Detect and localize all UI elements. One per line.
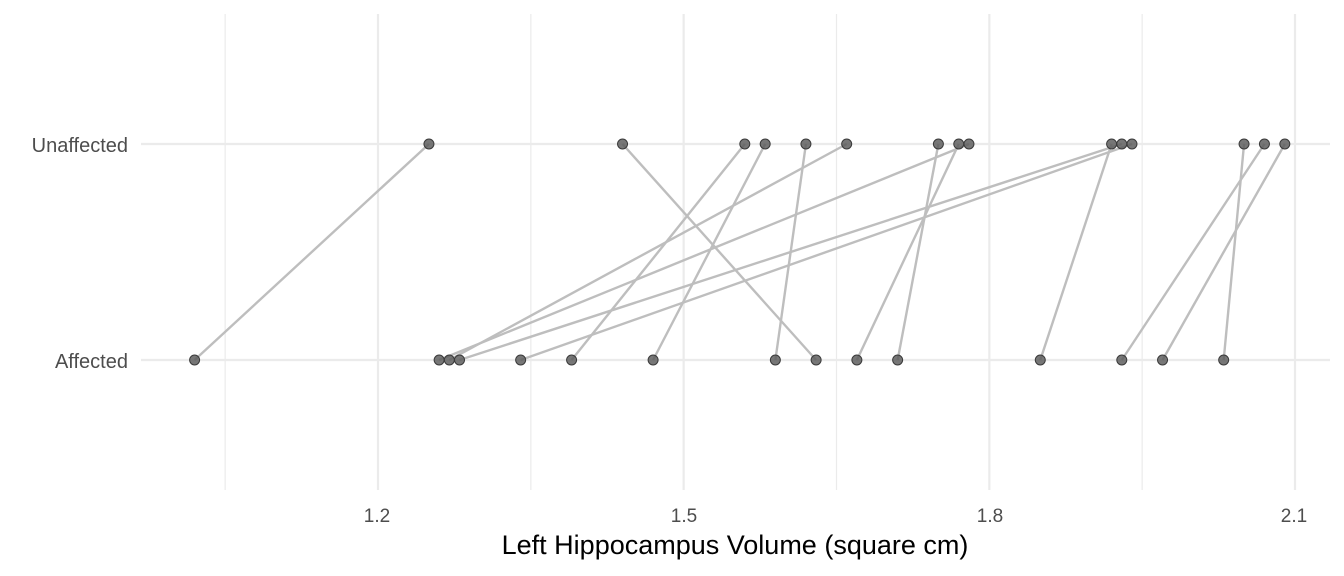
pair-line xyxy=(1039,143,1113,361)
point-unaffected xyxy=(739,138,751,150)
data-points xyxy=(189,138,1291,366)
pair-line xyxy=(652,143,767,361)
point-affected xyxy=(1116,354,1128,366)
pair-line xyxy=(855,143,960,361)
point-affected xyxy=(810,354,822,366)
pair-line xyxy=(1161,143,1286,361)
point-unaffected xyxy=(423,138,435,150)
point-unaffected xyxy=(1116,138,1128,150)
point-unaffected xyxy=(963,138,975,150)
point-affected xyxy=(443,354,455,366)
x-tick-label: 2.1 xyxy=(1281,506,1307,527)
x-tick-label: 1.8 xyxy=(977,506,1003,527)
pair-line xyxy=(193,143,430,361)
point-affected xyxy=(851,354,863,366)
point-affected xyxy=(566,354,578,366)
point-affected xyxy=(892,354,904,366)
grid-lines xyxy=(141,14,1330,490)
point-affected xyxy=(454,354,466,366)
point-unaffected xyxy=(1258,138,1270,150)
point-unaffected xyxy=(1126,138,1138,150)
point-affected xyxy=(647,354,659,366)
pair-line xyxy=(570,143,746,361)
y-category-label-unaffected: Unaffected xyxy=(32,135,128,157)
point-affected xyxy=(1157,354,1169,366)
point-unaffected xyxy=(800,138,812,150)
point-affected xyxy=(515,354,527,366)
point-affected xyxy=(433,354,445,366)
x-axis-title: Left Hippocampus Volume (square cm) xyxy=(502,530,969,560)
point-unaffected xyxy=(617,138,629,150)
point-unaffected xyxy=(759,138,771,150)
pair-line xyxy=(459,142,1123,362)
point-unaffected xyxy=(932,138,944,150)
x-tick-label: 1.2 xyxy=(364,506,390,527)
pair-line xyxy=(621,143,818,361)
point-unaffected xyxy=(1279,138,1291,150)
pair-line xyxy=(438,142,970,362)
point-unaffected xyxy=(953,138,965,150)
pair-line xyxy=(1222,143,1246,361)
pair-line xyxy=(448,142,848,362)
y-category-label-affected: Affected xyxy=(55,351,128,373)
point-affected xyxy=(189,354,201,366)
pair-line xyxy=(520,142,1133,362)
point-affected xyxy=(1034,354,1046,366)
point-affected xyxy=(769,354,781,366)
point-unaffected xyxy=(1238,138,1250,150)
point-unaffected xyxy=(1106,138,1118,150)
pair-line xyxy=(896,143,940,361)
x-tick-label: 1.5 xyxy=(671,506,697,527)
point-affected xyxy=(1218,354,1230,366)
pair-lines xyxy=(193,142,1286,362)
pair-line xyxy=(1120,143,1266,361)
point-unaffected xyxy=(841,138,853,150)
